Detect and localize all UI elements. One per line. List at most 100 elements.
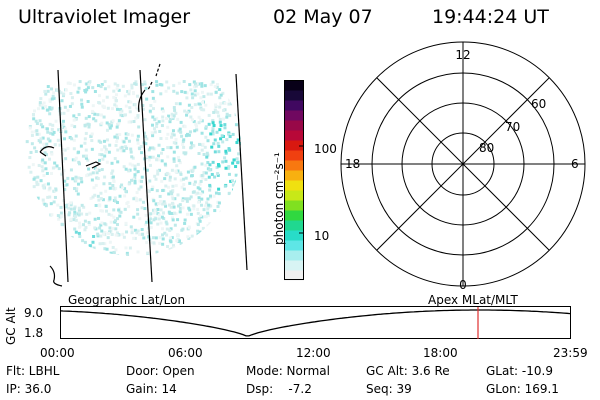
uv-pixel: [159, 92, 163, 96]
uv-pixel: [171, 212, 175, 216]
uv-pixel: [99, 191, 103, 195]
uv-pixel: [193, 82, 197, 86]
uv-pixel: [198, 219, 202, 223]
uv-pixel: [52, 130, 56, 134]
uv-pixel: [155, 116, 159, 120]
uv-pixel: [157, 217, 161, 221]
x-tick-1800: 18:00: [423, 346, 458, 360]
uv-pixel: [98, 158, 102, 162]
uv-pixel: [99, 113, 103, 117]
uv-pixel: [216, 163, 220, 167]
uv-pixel: [146, 254, 150, 256]
uv-pixel: [143, 207, 147, 211]
uv-pixel: [203, 204, 207, 208]
uv-pixel: [99, 223, 103, 227]
uv-pixel: [53, 165, 57, 169]
uv-pixel: [174, 169, 178, 173]
uv-pixel: [117, 208, 121, 212]
uv-pixel: [115, 139, 119, 143]
uv-pixel: [202, 208, 206, 212]
uv-pixel: [149, 241, 153, 245]
uv-pixel: [115, 125, 119, 129]
uv-pixel: [130, 178, 134, 182]
uv-pixel: [69, 203, 73, 207]
uv-pixel: [211, 132, 215, 136]
uv-pixel: [107, 199, 111, 203]
uv-pixel: [80, 212, 84, 216]
uv-pixel: [138, 198, 142, 202]
uv-pixel: [159, 136, 163, 140]
uv-pixel: [116, 148, 120, 152]
uv-pixel: [200, 203, 204, 207]
uv-pixel: [91, 86, 95, 90]
uv-pixel: [171, 218, 175, 222]
uv-pixel: [214, 103, 218, 107]
uv-pixel: [157, 143, 161, 147]
uv-pixel: [136, 208, 140, 212]
uv-pixel: [173, 177, 177, 181]
uv-pixel: [140, 206, 144, 210]
uv-pixel: [158, 194, 162, 198]
uv-pixel: [204, 163, 208, 167]
uv-pixel: [187, 236, 191, 240]
uv-pixel: [207, 122, 211, 126]
uv-pixel: [202, 153, 206, 157]
uv-pixel: [48, 186, 52, 190]
uv-pixel: [231, 132, 235, 136]
uv-pixel: [30, 133, 34, 137]
uv-pixel: [148, 155, 152, 159]
uv-pixel: [96, 113, 100, 117]
uv-pixel: [178, 127, 182, 131]
uv-pixel: [172, 157, 176, 161]
uv-pixel: [157, 202, 161, 206]
uv-pixel: [189, 141, 193, 145]
uv-pixel: [166, 146, 170, 150]
uv-pixel: [200, 131, 204, 135]
uv-pixel: [209, 83, 213, 87]
uv-pixel: [223, 123, 227, 127]
uv-pixel: [201, 176, 205, 180]
uv-pixel: [124, 189, 128, 193]
uv-pixel: [87, 167, 91, 171]
uv-pixel: [132, 120, 136, 124]
uv-pixel: [128, 246, 132, 250]
uv-pixel: [222, 108, 226, 112]
uv-pixel: [97, 216, 101, 220]
uv-pixel: [68, 211, 72, 215]
uv-pixel: [70, 96, 74, 100]
uv-pixel: [107, 230, 111, 234]
uv-pixel: [129, 225, 133, 229]
uv-pixel: [161, 252, 165, 256]
uv-pixel: [83, 240, 87, 244]
uv-pixel: [172, 114, 176, 118]
uv-pixel: [46, 89, 50, 93]
uv-pixel: [125, 146, 129, 150]
uv-pixel: [170, 132, 174, 136]
geo-meridian-line: [235, 73, 248, 271]
uv-pixel: [168, 175, 172, 179]
uv-pixel: [126, 132, 130, 136]
uv-pixel: [48, 112, 52, 116]
uv-pixel: [116, 254, 120, 256]
uv-pixel: [112, 186, 116, 190]
uv-pixel: [61, 119, 65, 123]
uv-pixel: [89, 197, 93, 201]
uv-pixel: [200, 119, 204, 123]
uv-pixel: [109, 220, 113, 224]
uv-pixel: [210, 172, 214, 176]
uv-pixel: [179, 172, 183, 176]
uv-pixel: [74, 230, 78, 234]
uv-pixel: [77, 176, 81, 180]
uv-pixel: [224, 166, 228, 170]
uv-pixel: [77, 231, 81, 235]
uv-pixel: [111, 226, 115, 230]
uv-pixel: [90, 109, 94, 113]
uv-pixel: [174, 111, 178, 115]
uv-pixel: [165, 137, 169, 141]
uv-pixel: [114, 143, 118, 147]
uv-pixel: [143, 167, 147, 171]
uv-pixel: [83, 123, 87, 127]
uv-pixel: [136, 114, 140, 118]
uv-pixel: [161, 115, 165, 119]
uv-pixel: [32, 185, 36, 189]
